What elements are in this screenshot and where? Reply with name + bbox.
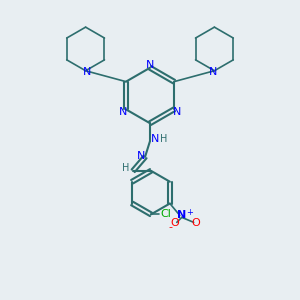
Text: H: H <box>160 134 168 144</box>
Text: N: N <box>146 60 154 70</box>
Text: +: + <box>186 208 193 217</box>
Text: -: - <box>169 222 173 232</box>
Text: H: H <box>122 163 129 173</box>
Text: O: O <box>170 218 179 228</box>
Text: N: N <box>209 67 218 77</box>
Text: N: N <box>177 210 186 220</box>
Text: O: O <box>191 218 200 228</box>
Text: N: N <box>137 151 145 161</box>
Text: N: N <box>82 67 91 77</box>
Text: Cl: Cl <box>160 209 171 219</box>
Text: N: N <box>119 107 127 117</box>
Text: N: N <box>173 107 181 117</box>
Text: N: N <box>151 134 159 144</box>
